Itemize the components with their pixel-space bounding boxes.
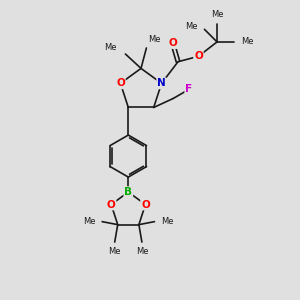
Text: Me: Me <box>241 38 253 46</box>
Text: Me: Me <box>109 247 121 256</box>
Text: Me: Me <box>148 35 161 44</box>
Text: N: N <box>157 78 166 88</box>
Text: F: F <box>185 85 192 94</box>
Text: Me: Me <box>161 217 174 226</box>
Text: O: O <box>168 38 177 48</box>
Text: O: O <box>141 200 150 209</box>
Text: Me: Me <box>83 217 95 226</box>
Text: O: O <box>107 200 116 209</box>
Text: O: O <box>116 78 125 88</box>
Text: Me: Me <box>104 43 117 52</box>
Text: Me: Me <box>185 22 198 31</box>
Text: B: B <box>124 187 132 197</box>
Text: Me: Me <box>211 10 223 19</box>
Text: O: O <box>194 51 203 61</box>
Text: Me: Me <box>136 247 148 256</box>
